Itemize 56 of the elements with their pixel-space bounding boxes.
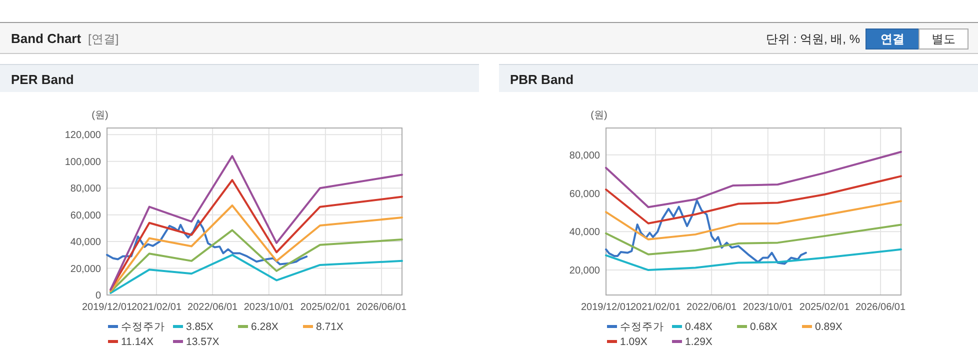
y-axis-title: (원) [590, 110, 608, 121]
text: Band Chart [11, 31, 82, 46]
line-series [110, 155, 403, 291]
text: 연결 [880, 32, 904, 46]
y-axis-title: (원) [92, 110, 108, 121]
y-tick-label: 120,000 [64, 130, 102, 142]
legend-label: 6.28X [251, 321, 278, 333]
y-tick-label: 100,000 [64, 156, 102, 168]
legend-label: 수정주가 [620, 321, 664, 333]
x-tick-label: 2023/10/01 [244, 302, 294, 313]
y-tick-label: 40,000 [569, 227, 600, 238]
legend-label: 1.29X [685, 336, 712, 348]
text: [연결] [88, 32, 119, 46]
line-series [110, 229, 403, 293]
line-series [605, 199, 807, 265]
x-tick-label: 2023/10/01 [742, 302, 794, 313]
legend-label: 3.85X [186, 321, 214, 333]
line-series [110, 179, 403, 291]
line-series [605, 175, 902, 224]
y-tick-label: 60,000 [70, 210, 102, 222]
chart-title: PBR Band [510, 72, 574, 87]
legend-label: 수정주가 [121, 321, 165, 333]
line-series [605, 224, 902, 256]
line-series [106, 220, 308, 266]
line-series [605, 200, 902, 240]
x-tick-label: 2025/02/01 [300, 302, 351, 313]
text: 별도 [932, 32, 956, 46]
y-tick-label: 80,000 [70, 184, 102, 195]
legend-label: 11.14X [121, 336, 154, 348]
chart-title: PER Band [11, 72, 74, 87]
x-tick-label: 2021/02/01 [131, 302, 182, 313]
legend-label: 0.89X [815, 321, 842, 333]
text: 단위 : 억원, 배, % [766, 32, 860, 46]
line-series [110, 204, 403, 292]
y-tick-label: 40,000 [70, 237, 102, 248]
x-tick-label: 2021/02/01 [630, 302, 681, 313]
y-tick-label: 80,000 [569, 150, 600, 162]
y-tick-label: 0 [95, 290, 102, 302]
y-tick-label: 60,000 [569, 188, 600, 200]
legend-label: 1.09X [620, 336, 648, 348]
x-tick-label: 2026/06/01 [356, 302, 407, 313]
line-series [605, 150, 902, 208]
legend-label: 0.48X [685, 321, 712, 333]
x-tick-label: 2025/02/01 [799, 302, 850, 313]
y-tick-label: 20,000 [70, 264, 102, 275]
line-series [605, 248, 902, 272]
x-tick-label: 2022/06/01 [188, 302, 238, 313]
y-tick-label: 20,000 [569, 266, 600, 277]
x-tick-label: 2026/06/01 [856, 302, 906, 313]
line-series [110, 254, 403, 294]
legend-label: 8.71X [316, 321, 344, 333]
x-tick-label: 2019/12/01 [580, 302, 632, 313]
legend-label: 0.68X [750, 321, 778, 333]
legend-label: 13.57X [186, 336, 220, 348]
x-tick-label: 2022/06/01 [686, 302, 738, 313]
x-tick-label: 2019/12/01 [82, 302, 132, 313]
